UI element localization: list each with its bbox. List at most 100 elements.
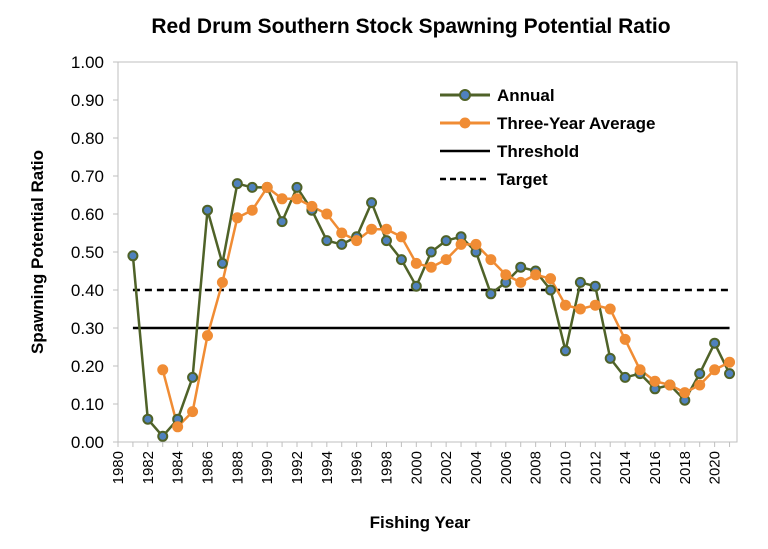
three-year-average-point (574, 303, 586, 315)
three-year-average-point (634, 364, 646, 376)
three-year-average-point (261, 181, 273, 193)
three-year-average-point (246, 204, 258, 216)
x-tick-label: 1990 (259, 451, 276, 484)
three-year-average-point (306, 200, 318, 212)
y-tick-label: 0.00 (71, 433, 104, 452)
x-tick-label: 2000 (408, 451, 425, 484)
three-year-average-point (366, 223, 378, 235)
three-year-average-point (455, 238, 467, 250)
three-year-average-point (410, 257, 422, 269)
annual-point (485, 288, 497, 300)
x-tick-label: 2002 (438, 451, 455, 484)
legend-average-label: Three-Year Average (497, 114, 655, 133)
x-tick-label: 1988 (229, 451, 246, 484)
three-year-average-point (172, 421, 184, 433)
three-year-average-point (187, 406, 199, 418)
three-year-average-point (291, 193, 303, 205)
x-tick-label: 2008 (528, 451, 545, 484)
x-tick-label: 2020 (707, 451, 724, 484)
annual-point (515, 261, 527, 273)
legend-target-label: Target (497, 170, 548, 189)
three-year-average-point (231, 212, 243, 224)
annual-point (589, 280, 601, 292)
x-tick-label: 2012 (587, 451, 604, 484)
legend-average-marker (459, 117, 471, 129)
annual-point (709, 337, 721, 349)
three-year-average-point (485, 254, 497, 266)
annual-point (127, 250, 139, 262)
annual-point (201, 204, 213, 216)
annual-point (276, 216, 288, 228)
y-tick-label: 0.10 (71, 395, 104, 414)
y-axis-label: Spawning Potential Ratio (28, 150, 47, 354)
y-tick-label: 0.30 (71, 319, 104, 338)
x-tick-label: 2004 (468, 451, 485, 484)
three-year-average-point (545, 273, 557, 285)
three-year-average-point (604, 303, 616, 315)
three-year-average-point (440, 254, 452, 266)
y-tick-label: 1.00 (71, 53, 104, 72)
three-year-average-point (530, 269, 542, 281)
x-tick-label: 1994 (319, 451, 336, 484)
x-tick-label: 1982 (140, 451, 157, 484)
legend-threshold-label: Threshold (497, 142, 579, 161)
annual-point (694, 368, 706, 380)
chart-title: Red Drum Southern Stock Spawning Potenti… (151, 15, 670, 38)
x-tick-label: 1996 (349, 451, 366, 484)
annual-point (545, 284, 557, 296)
annual-point (216, 257, 228, 269)
legend-annual-marker (459, 89, 471, 101)
y-tick-label: 0.40 (71, 281, 104, 300)
three-year-average-point (336, 227, 348, 239)
y-tick-label: 0.90 (71, 91, 104, 110)
legend: Annual Three-Year Average Threshold Targ… (440, 86, 655, 189)
three-year-average-point (321, 208, 333, 220)
x-tick-label: 1998 (378, 451, 395, 484)
three-year-average-point (694, 379, 706, 391)
x-tick-label: 1992 (289, 451, 306, 484)
annual-point (724, 368, 736, 380)
annual-point (231, 178, 243, 190)
legend-annual-label: Annual (497, 86, 555, 105)
annual-point (187, 371, 199, 383)
three-year-average-point (589, 299, 601, 311)
three-year-average-point (515, 276, 527, 288)
three-year-average-point (380, 223, 392, 235)
three-year-average-point (664, 379, 676, 391)
three-year-average-point (351, 235, 363, 247)
y-tick-label: 0.50 (71, 243, 104, 262)
three-year-average-point (276, 193, 288, 205)
y-tick-label: 0.20 (71, 357, 104, 376)
three-year-average-point (500, 269, 512, 281)
x-tick-label: 1984 (170, 451, 187, 484)
y-tick-label: 0.80 (71, 129, 104, 148)
annual-point (425, 246, 437, 258)
three-year-average-point (724, 356, 736, 368)
three-year-average-point (395, 231, 407, 243)
annual-point (366, 197, 378, 209)
annual-point (157, 430, 169, 442)
annual-point (291, 181, 303, 193)
three-year-average-point (649, 375, 661, 387)
three-year-average-point (157, 364, 169, 376)
three-year-average-point (216, 276, 228, 288)
x-tick-label: 1986 (199, 451, 216, 484)
three-year-average-point (709, 364, 721, 376)
annual-point (619, 371, 631, 383)
x-tick-label: 1980 (110, 451, 127, 484)
annual-point (559, 345, 571, 357)
annual-point (410, 280, 422, 292)
annual-point (321, 235, 333, 247)
x-tick-label: 2006 (498, 451, 515, 484)
annual-point (395, 254, 407, 266)
x-axis-label: Fishing Year (370, 513, 471, 532)
annual-point (142, 413, 154, 425)
three-year-average-point (559, 299, 571, 311)
annual-point (336, 238, 348, 250)
three-year-average-point (201, 330, 213, 342)
annual-point (380, 235, 392, 247)
annual-point (246, 181, 258, 193)
annual-point (574, 276, 586, 288)
x-tick-label: 2016 (647, 451, 664, 484)
